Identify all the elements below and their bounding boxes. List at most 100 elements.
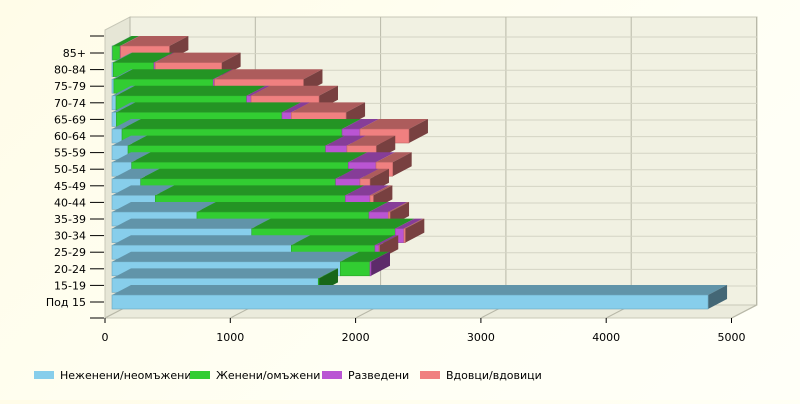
bar-segment xyxy=(111,285,728,310)
bar-top-face xyxy=(282,102,311,113)
bar-top-face xyxy=(291,102,366,113)
bar-top-face xyxy=(251,85,338,96)
y-tick-label: 55-59 xyxy=(54,147,86,160)
bar-top-face xyxy=(112,36,132,46)
y-tick-label: 40-44 xyxy=(54,196,86,209)
bar-front-face xyxy=(369,261,372,277)
legend-label: Разведени xyxy=(348,369,409,382)
bar-top-face xyxy=(112,285,728,295)
bar-top-face xyxy=(359,168,389,179)
bar-top-face xyxy=(113,69,233,80)
bar-front-face xyxy=(112,45,121,61)
bar-top-face xyxy=(112,202,216,212)
bar-top-face xyxy=(112,69,133,80)
floor-gridline xyxy=(731,304,757,319)
y-tick-label: 80-84 xyxy=(54,64,86,77)
bar-top-face xyxy=(369,251,390,262)
bar-top-face xyxy=(395,218,423,229)
bar-top-face xyxy=(335,168,379,179)
bar-top-face xyxy=(140,168,355,179)
bar-top-face xyxy=(112,85,136,96)
legend-swatch xyxy=(420,371,440,379)
x-tick-label: 3000 xyxy=(467,331,495,344)
y-tick-label: 70-74 xyxy=(54,97,86,110)
bar-top-face xyxy=(318,268,338,279)
bar-top-face xyxy=(120,36,189,46)
bar-top-face xyxy=(112,251,360,262)
bar-top-face xyxy=(112,168,160,179)
bar-side-face xyxy=(405,218,425,243)
bar-front-face xyxy=(111,95,117,111)
y-tick-label: 50-54 xyxy=(54,163,86,176)
bar-top-face xyxy=(379,235,399,246)
bar-top-face xyxy=(128,135,345,146)
bar-top-face xyxy=(346,135,396,146)
bar-top-face xyxy=(120,36,140,46)
bar-top-face xyxy=(291,235,395,246)
bar-segment xyxy=(403,218,425,243)
legend-swatch xyxy=(322,371,342,379)
bar-top-face xyxy=(122,119,362,129)
x-tick-label: 4000 xyxy=(592,331,620,344)
bar-top-face xyxy=(113,52,173,63)
bar-top-face xyxy=(246,85,271,96)
bar-side-face xyxy=(408,119,428,143)
legend-label: Неженени/неомъжени xyxy=(60,369,192,382)
bar-top-face xyxy=(112,36,140,46)
legend-swatch xyxy=(190,371,210,379)
bar-front-face xyxy=(339,261,371,277)
bar-top-face xyxy=(155,185,365,196)
legend-item: Женени/омъжени xyxy=(190,369,320,382)
y-tick-label: 25-29 xyxy=(54,246,86,259)
x-tick-label: 5000 xyxy=(718,331,746,344)
bar-top-face xyxy=(116,102,302,113)
bar-top-face xyxy=(376,152,412,163)
bar-top-face xyxy=(112,119,142,129)
y-tick-label: 35-39 xyxy=(54,213,86,226)
bar-top-face xyxy=(251,218,415,229)
y-tick-label: 65-69 xyxy=(54,113,86,126)
bar-side-face xyxy=(370,251,390,276)
bar-front-face xyxy=(111,294,709,310)
y-tick-label: 30-34 xyxy=(54,230,86,243)
bar-top-face xyxy=(112,152,151,163)
bar-top-face xyxy=(403,218,425,229)
y-tick-label: 85+ xyxy=(63,47,86,60)
x-tick-label: 1000 xyxy=(216,331,244,344)
bar-top-face xyxy=(112,102,136,113)
bar-segment xyxy=(369,251,390,277)
y-tick-label: 60-64 xyxy=(54,130,86,143)
bar-top-face xyxy=(342,119,379,129)
bar-top-face xyxy=(359,119,428,129)
legend-label: Женени/омъжени xyxy=(216,369,320,382)
bar-top-face xyxy=(153,52,175,63)
legend-item: Вдовци/вдовици xyxy=(420,369,542,382)
bar-side-face xyxy=(708,285,728,309)
legend-label: Вдовци/вдовици xyxy=(446,369,542,382)
bar-top-face xyxy=(112,218,271,229)
bar-top-face xyxy=(368,202,408,212)
bar-top-face xyxy=(388,202,410,212)
bar-top-face xyxy=(112,135,148,146)
bar-side-face xyxy=(392,152,412,177)
bar-top-face xyxy=(196,202,388,212)
legend-item: Неженени/неомъжени xyxy=(34,369,192,382)
bar-top-face xyxy=(213,69,234,80)
bar-top-face xyxy=(112,235,311,246)
bar-top-face xyxy=(112,185,175,196)
y-tick-label: Под 15 xyxy=(46,296,86,309)
y-tick-label: 45-49 xyxy=(54,180,86,193)
bar-front-face xyxy=(111,128,123,144)
bar-top-face xyxy=(214,69,323,80)
x-tick-label: 2000 xyxy=(342,331,370,344)
bar-top-face xyxy=(340,251,389,262)
legend-item: Разведени xyxy=(322,369,409,382)
bar-top-face xyxy=(345,185,389,196)
bar-top-face xyxy=(116,85,266,96)
bar-top-face xyxy=(325,135,366,146)
bar-segment xyxy=(339,251,389,277)
y-tick-label: 20-24 xyxy=(54,263,86,276)
legend-swatch xyxy=(34,371,54,379)
bar-front-face xyxy=(111,112,117,127)
